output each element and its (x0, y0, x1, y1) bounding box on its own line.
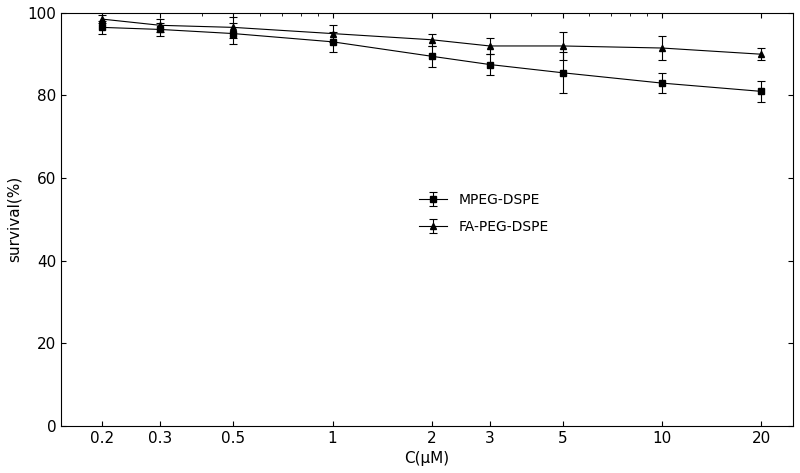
X-axis label: C(μM): C(μM) (405, 451, 450, 466)
Legend: MPEG-DSPE, FA-PEG-DSPE: MPEG-DSPE, FA-PEG-DSPE (419, 193, 549, 234)
Y-axis label: survival(%): survival(%) (7, 176, 22, 263)
